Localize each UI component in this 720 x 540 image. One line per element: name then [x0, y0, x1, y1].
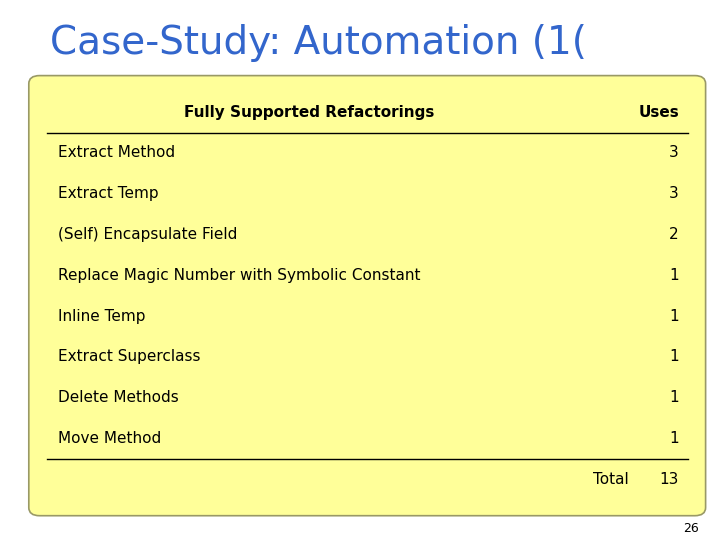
- Text: 1: 1: [670, 390, 679, 405]
- Text: Delete Methods: Delete Methods: [58, 390, 179, 405]
- Text: (Self) Encapsulate Field: (Self) Encapsulate Field: [58, 227, 237, 242]
- Text: 13: 13: [660, 471, 679, 487]
- Text: Extract Superclass: Extract Superclass: [58, 349, 200, 364]
- Text: Case-Study: Automation (1(: Case-Study: Automation (1(: [50, 24, 588, 62]
- Text: 3: 3: [669, 186, 679, 201]
- Text: 3: 3: [669, 145, 679, 160]
- Text: Uses: Uses: [638, 105, 679, 120]
- Text: Replace Magic Number with Symbolic Constant: Replace Magic Number with Symbolic Const…: [58, 268, 420, 283]
- Text: 26: 26: [683, 522, 698, 535]
- Text: Inline Temp: Inline Temp: [58, 308, 145, 323]
- FancyBboxPatch shape: [29, 76, 706, 516]
- Text: 1: 1: [670, 431, 679, 446]
- Text: Total: Total: [593, 471, 629, 487]
- Text: 2: 2: [670, 227, 679, 242]
- Text: 1: 1: [670, 308, 679, 323]
- Text: Extract Temp: Extract Temp: [58, 186, 158, 201]
- Text: 1: 1: [670, 349, 679, 364]
- Text: Fully Supported Refactorings: Fully Supported Refactorings: [184, 105, 435, 120]
- Text: Extract Method: Extract Method: [58, 145, 175, 160]
- Text: Move Method: Move Method: [58, 431, 161, 446]
- Text: 1: 1: [670, 268, 679, 283]
